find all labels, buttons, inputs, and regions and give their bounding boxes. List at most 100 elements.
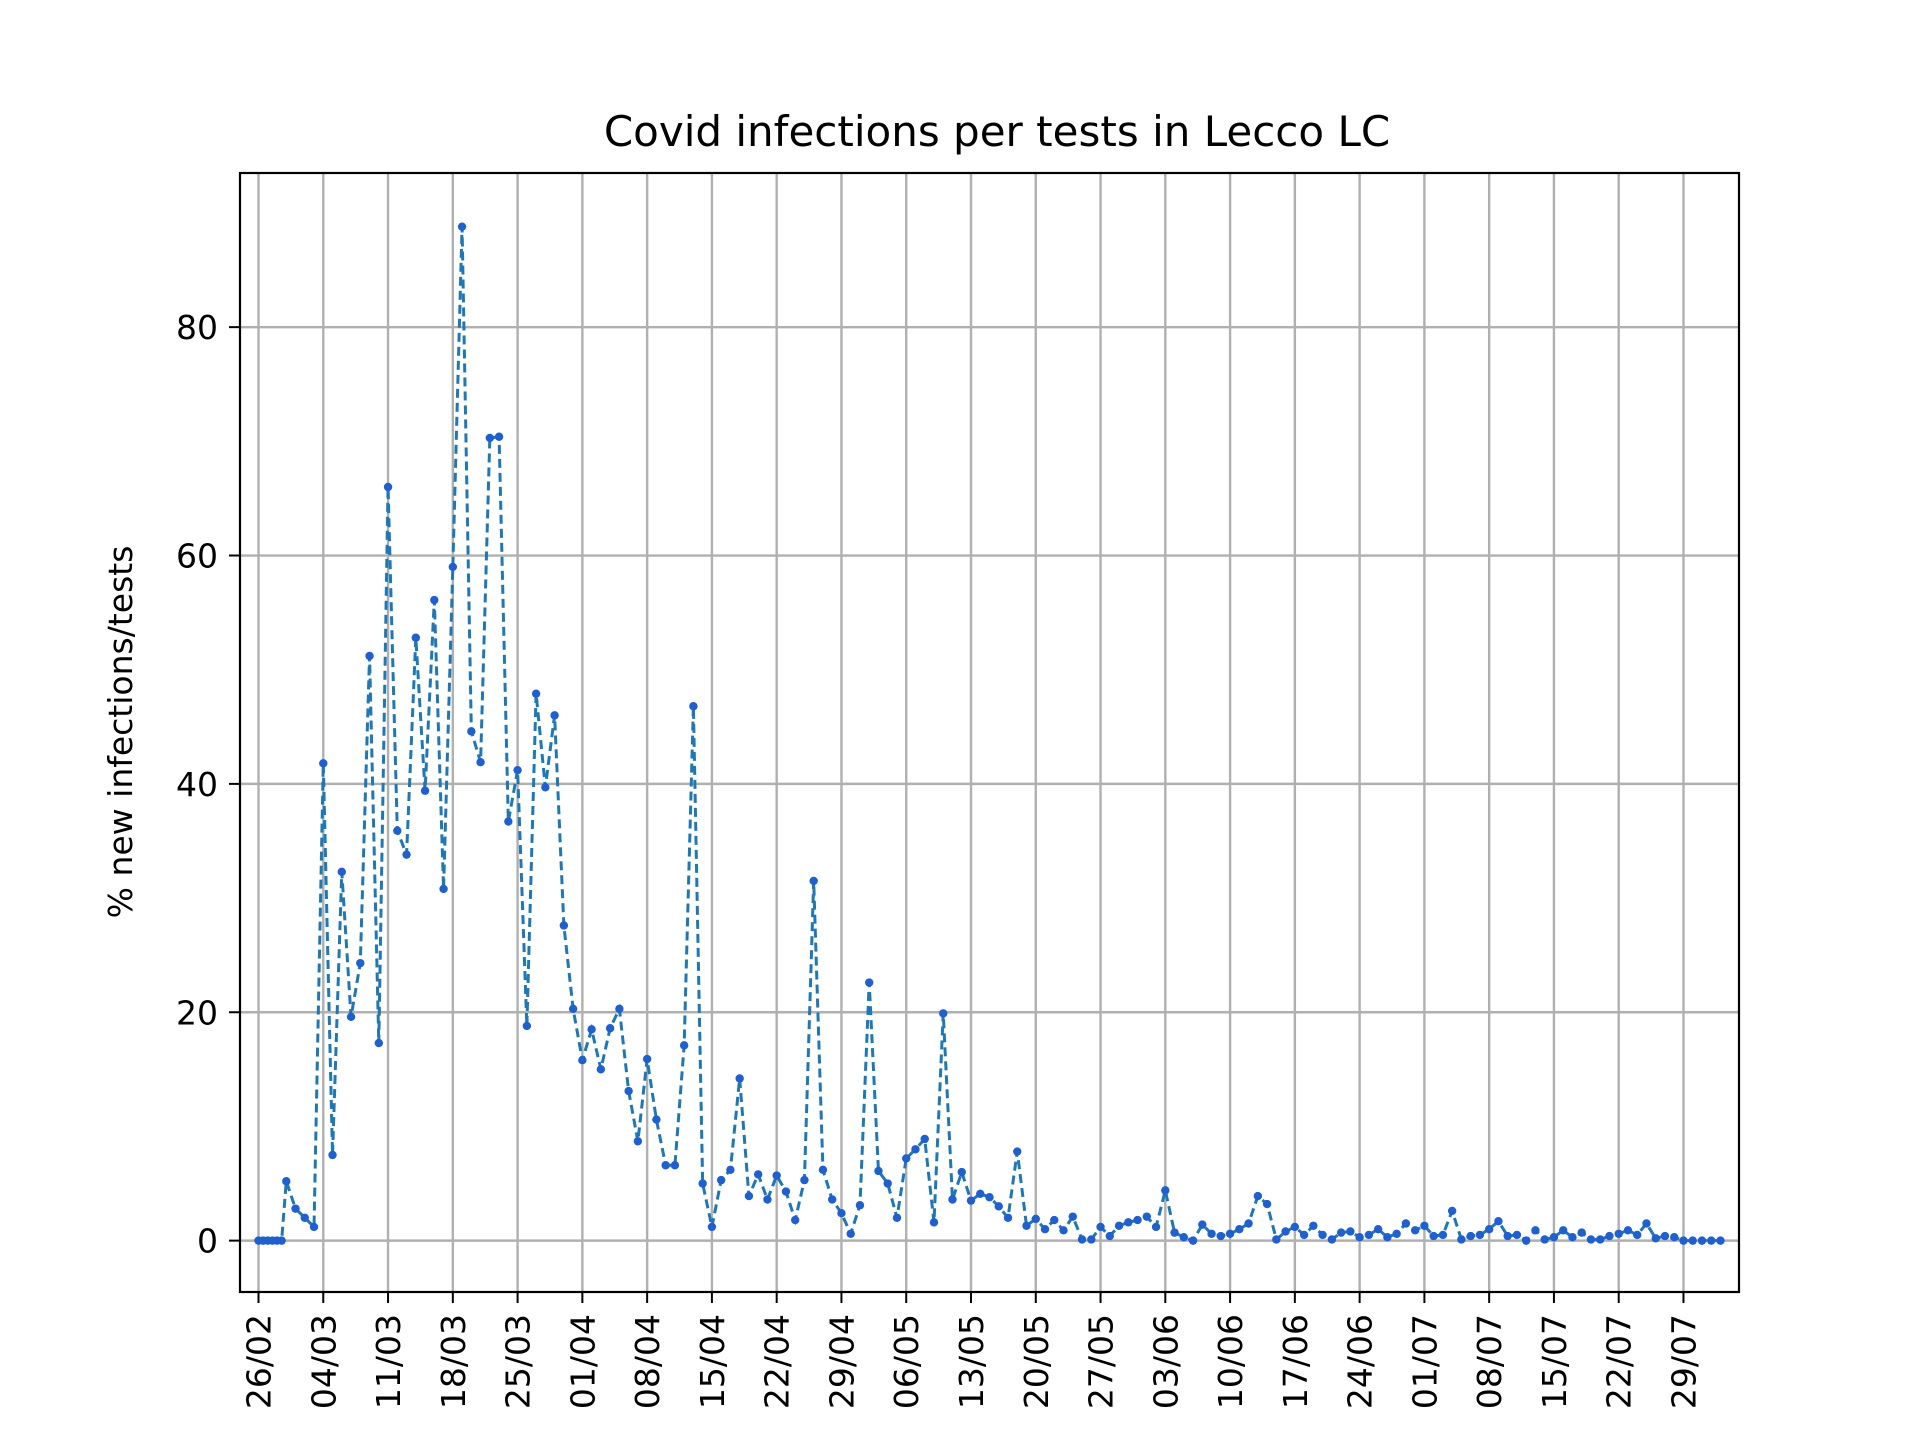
data-point <box>1003 1213 1013 1222</box>
data-point <box>1225 1229 1235 1238</box>
x-tick-label: 15/07 <box>1535 1314 1574 1409</box>
data-point <box>1549 1232 1559 1242</box>
data-point <box>1022 1221 1031 1230</box>
data-point <box>411 633 421 642</box>
data-point <box>735 1074 744 1083</box>
data-point <box>1447 1206 1457 1216</box>
data-point <box>716 1175 726 1185</box>
data-point <box>661 1161 670 1170</box>
x-tick-label: 17/06 <box>1276 1314 1315 1409</box>
data-point <box>828 1195 837 1204</box>
data-point <box>892 1213 902 1222</box>
data-point <box>467 727 476 736</box>
data-point <box>1373 1225 1383 1234</box>
grid <box>240 173 1739 1292</box>
y-axis-label: % new infections/tests <box>101 546 140 919</box>
data-point <box>1697 1236 1707 1245</box>
data-point <box>883 1179 892 1188</box>
data-point <box>615 1004 624 1014</box>
x-tick-label: 08/04 <box>628 1314 667 1409</box>
data-point <box>1161 1186 1170 1195</box>
data-point <box>1392 1229 1401 1238</box>
data-point <box>457 222 467 231</box>
data-point <box>1244 1219 1253 1228</box>
data-point <box>1040 1225 1050 1234</box>
tick-layer: 0 20 40 60 80 26/02 04/03 11/03 18/03 25/03 01/04 0… <box>176 308 1703 1409</box>
data-point <box>874 1166 883 1176</box>
data-point <box>707 1222 717 1232</box>
data-point <box>1096 1222 1105 1232</box>
y-tick-label: 0 <box>197 1222 218 1261</box>
x-tick-label: 01/07 <box>1405 1314 1444 1409</box>
data-point <box>966 1196 976 1205</box>
data-point <box>1438 1230 1448 1240</box>
data-point <box>985 1193 994 1202</box>
x-tick-label: 26/02 <box>240 1314 279 1409</box>
data-point <box>1281 1227 1290 1236</box>
data-point <box>1466 1231 1475 1241</box>
data-point <box>1272 1235 1281 1244</box>
data-point <box>1151 1222 1161 1232</box>
data-point <box>1512 1230 1522 1240</box>
data-point <box>1050 1215 1059 1225</box>
data-point <box>504 817 513 826</box>
data-point <box>1290 1222 1300 1232</box>
data-point <box>430 595 439 605</box>
data-point <box>309 1222 319 1232</box>
data-point <box>1401 1219 1411 1228</box>
data-point <box>1013 1147 1022 1156</box>
data-point <box>855 1201 865 1210</box>
data-point <box>1531 1226 1540 1235</box>
x-tick-label: 01/04 <box>563 1314 602 1409</box>
data-point <box>948 1195 957 1204</box>
data-point <box>282 1177 291 1186</box>
data-point <box>809 876 818 886</box>
data-point <box>1494 1217 1503 1226</box>
data-point <box>976 1189 985 1199</box>
data-point <box>818 1165 828 1175</box>
data-point <box>1503 1231 1512 1241</box>
data-point <box>1253 1191 1263 1201</box>
x-tick-label: 29/07 <box>1664 1314 1703 1409</box>
data-point <box>1059 1226 1068 1235</box>
data-point <box>291 1204 300 1213</box>
data-point <box>1299 1230 1309 1240</box>
data-point <box>605 1024 615 1033</box>
data-point <box>374 1038 383 1048</box>
data-point <box>865 978 874 987</box>
data-point <box>1170 1228 1179 1237</box>
data-point <box>1596 1235 1605 1244</box>
data-point <box>1077 1235 1087 1244</box>
data-point <box>337 867 346 876</box>
data-point <box>763 1195 772 1204</box>
data-point <box>1679 1236 1688 1245</box>
data-point <box>911 1145 920 1154</box>
data-point <box>781 1187 791 1196</box>
data-point <box>1429 1231 1438 1241</box>
data-point <box>319 759 328 768</box>
data-point <box>939 1009 948 1018</box>
data-point <box>1707 1236 1716 1245</box>
data-point <box>1623 1226 1633 1235</box>
data-point <box>513 765 522 775</box>
x-tick-label: 11/03 <box>369 1314 408 1409</box>
data-point <box>920 1134 929 1144</box>
data-point <box>522 1021 532 1031</box>
data-point <box>346 1012 356 1022</box>
data-point <box>568 1004 578 1014</box>
y-tick-label: 80 <box>176 308 218 347</box>
data-point <box>1235 1225 1244 1234</box>
data-point <box>689 702 698 711</box>
data-point <box>1031 1214 1040 1224</box>
data-point <box>1586 1235 1596 1244</box>
data-point <box>1124 1218 1133 1227</box>
data-point <box>679 1041 689 1050</box>
data-point <box>1558 1226 1568 1235</box>
x-tick-label: 08/07 <box>1470 1314 1509 1409</box>
x-tick-label: 20/05 <box>1017 1314 1056 1409</box>
data-point <box>1179 1232 1189 1242</box>
data-point <box>531 689 541 698</box>
data-point <box>1336 1228 1346 1237</box>
